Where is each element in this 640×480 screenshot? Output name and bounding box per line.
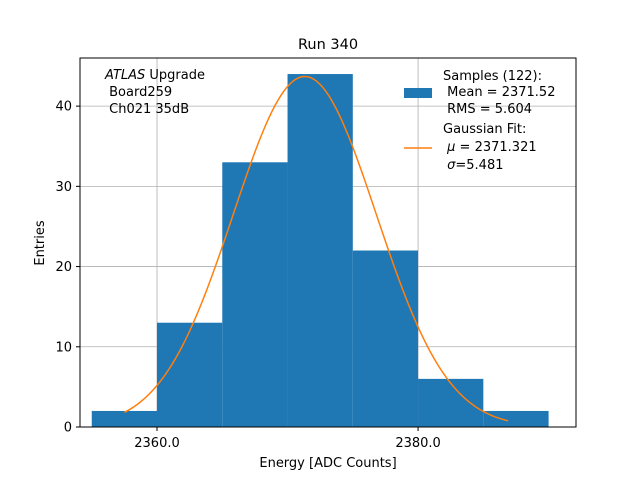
histogram-bar — [157, 322, 223, 427]
legend-mu-symbol: μ — [446, 140, 455, 155]
legend: Samples (122): Mean = 2371.52 RMS = 5.60… — [404, 69, 555, 173]
annotation-atlas: ATLAS — [104, 68, 145, 83]
legend-samples-swatch — [404, 88, 432, 98]
histogram-bar — [483, 410, 549, 427]
histogram-bar — [418, 378, 484, 427]
annotation-box: ATLAS Upgrade Board259 Ch021 35dB — [104, 68, 205, 117]
legend-fit-line-3: σ=5.481 — [443, 158, 504, 173]
x-axis-label: Energy [ADC Counts] — [259, 456, 396, 471]
plot-frame — [79, 57, 577, 428]
histogram-bar — [222, 162, 288, 428]
histogram-bar — [91, 410, 158, 427]
histogram-bar — [352, 250, 419, 427]
y-tick-label: 10 — [55, 340, 72, 355]
legend-samples-line-1: Samples (122): — [443, 69, 542, 84]
legend-samples-line-2: Mean = 2371.52 — [443, 85, 555, 100]
gaussian-fit-curve — [124, 75, 509, 422]
y-tick-label: 40 — [55, 100, 72, 115]
annotation-upgrade: Upgrade — [145, 68, 205, 83]
y-tick-label: 20 — [55, 260, 72, 275]
legend-samples-line-3: RMS = 5.604 — [443, 102, 532, 117]
legend-sigma-symbol: σ — [447, 158, 456, 173]
legend-fit-line-1: Gaussian Fit: — [443, 122, 526, 137]
x-tick-label: 2380.0 — [395, 436, 441, 451]
annotation-line-1: ATLAS Upgrade — [104, 68, 205, 83]
x-tick-label: 2360.0 — [134, 436, 180, 451]
legend-fit-line-2: μ = 2371.321 — [443, 140, 537, 155]
annotation-line-2: Board259 — [105, 85, 172, 100]
histogram-bars — [91, 74, 549, 428]
axis-ticks: 0 10 20 30 40 2360.0 2380.0 — [55, 100, 440, 451]
annotation-line-3: Ch021 35dB — [105, 102, 189, 117]
legend-mu-value: = 2371.321 — [455, 140, 536, 155]
y-axis-label: Entries — [33, 220, 48, 266]
chart-title: Run 340 — [298, 37, 358, 53]
histogram-bar — [287, 74, 353, 427]
gaussian-fit — [124, 75, 509, 422]
y-tick-label: 0 — [64, 421, 72, 436]
y-tick-label: 30 — [55, 180, 72, 195]
legend-sigma-value: =5.481 — [455, 158, 503, 173]
